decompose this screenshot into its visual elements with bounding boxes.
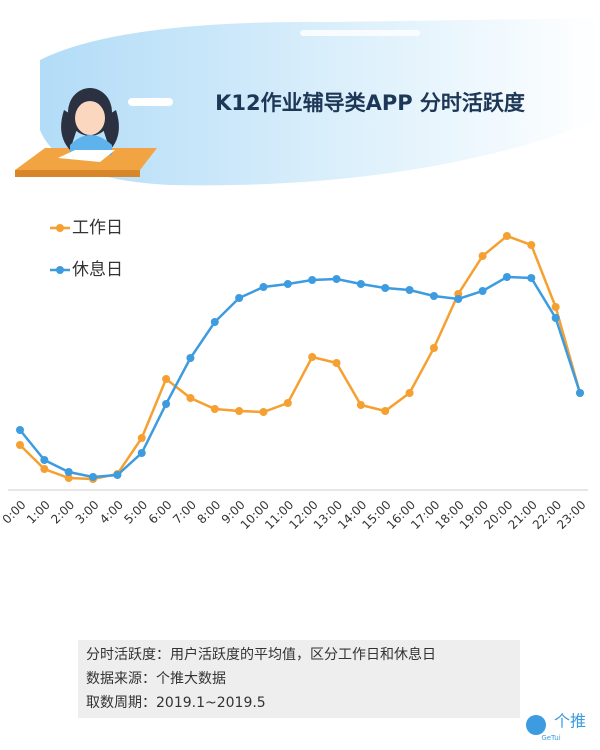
data-point bbox=[89, 473, 98, 481]
logo-text: 个推 bbox=[554, 712, 586, 731]
x-tick-label: 3:00 bbox=[73, 498, 102, 527]
x-tick-label: 1:00 bbox=[24, 498, 53, 527]
logo-sub: GeTui bbox=[541, 734, 560, 742]
data-point bbox=[454, 295, 463, 303]
data-point bbox=[283, 280, 292, 288]
legend-label: 工作日 bbox=[72, 218, 123, 238]
data-point bbox=[40, 456, 49, 464]
data-point bbox=[478, 252, 487, 260]
data-point bbox=[186, 394, 195, 402]
data-point bbox=[356, 401, 365, 409]
x-tick-label: 2:00 bbox=[48, 498, 77, 527]
data-point bbox=[186, 354, 195, 362]
data-point bbox=[308, 353, 317, 361]
data-point bbox=[551, 314, 560, 322]
data-point bbox=[137, 449, 146, 457]
data-point bbox=[527, 274, 536, 282]
data-point bbox=[502, 273, 511, 281]
data-point bbox=[162, 400, 171, 408]
data-point bbox=[16, 441, 24, 449]
series-line bbox=[19, 275, 582, 479]
data-point bbox=[332, 359, 341, 367]
data-point bbox=[356, 280, 365, 288]
x-tick-label: 4:00 bbox=[97, 498, 126, 527]
legend-dot bbox=[56, 266, 64, 274]
data-point bbox=[405, 286, 414, 294]
x-tick-label: 8:00 bbox=[194, 498, 223, 527]
data-point bbox=[64, 468, 73, 476]
data-point bbox=[551, 303, 560, 311]
chart-title: K12作业辅导类APP 分时活跃度 bbox=[215, 91, 525, 115]
data-point bbox=[332, 275, 341, 283]
data-point bbox=[429, 292, 438, 300]
data-point bbox=[235, 407, 244, 415]
note: 分时活跃度：用户活跃度的平均值，区分工作日和休息日 bbox=[86, 646, 436, 663]
data-point bbox=[40, 465, 49, 473]
data-point bbox=[381, 407, 390, 415]
data-point bbox=[259, 408, 268, 416]
data-point bbox=[210, 318, 219, 326]
data-point bbox=[64, 474, 73, 482]
legend-dot bbox=[56, 224, 64, 232]
data-point bbox=[210, 405, 219, 413]
data-point bbox=[527, 241, 536, 249]
data-point bbox=[478, 287, 487, 295]
x-tick-label: 7:00 bbox=[170, 498, 199, 527]
data-point bbox=[502, 232, 511, 240]
data-point bbox=[113, 471, 122, 479]
x-tick-label: 5:00 bbox=[121, 498, 150, 527]
legend-label: 休息日 bbox=[72, 260, 123, 280]
header-decoration bbox=[15, 18, 600, 186]
data-point bbox=[16, 426, 24, 434]
data-point bbox=[381, 284, 390, 292]
data-point bbox=[405, 389, 414, 397]
notes-box bbox=[78, 640, 520, 718]
data-point bbox=[308, 276, 317, 284]
data-point bbox=[137, 434, 146, 442]
x-tick-label: 0:00 bbox=[0, 498, 29, 527]
x-tick-label: 6:00 bbox=[146, 498, 175, 527]
data-point bbox=[283, 399, 292, 407]
data-point bbox=[576, 389, 584, 397]
data-point bbox=[235, 294, 244, 302]
data-point bbox=[259, 283, 268, 291]
logo: 个推 GeTui bbox=[526, 712, 586, 742]
data-point bbox=[162, 375, 171, 383]
note: 数据来源：个推大数据 bbox=[86, 671, 226, 687]
note: 取数周期：2019.1~2019.5 bbox=[86, 695, 266, 711]
data-point bbox=[429, 344, 438, 352]
